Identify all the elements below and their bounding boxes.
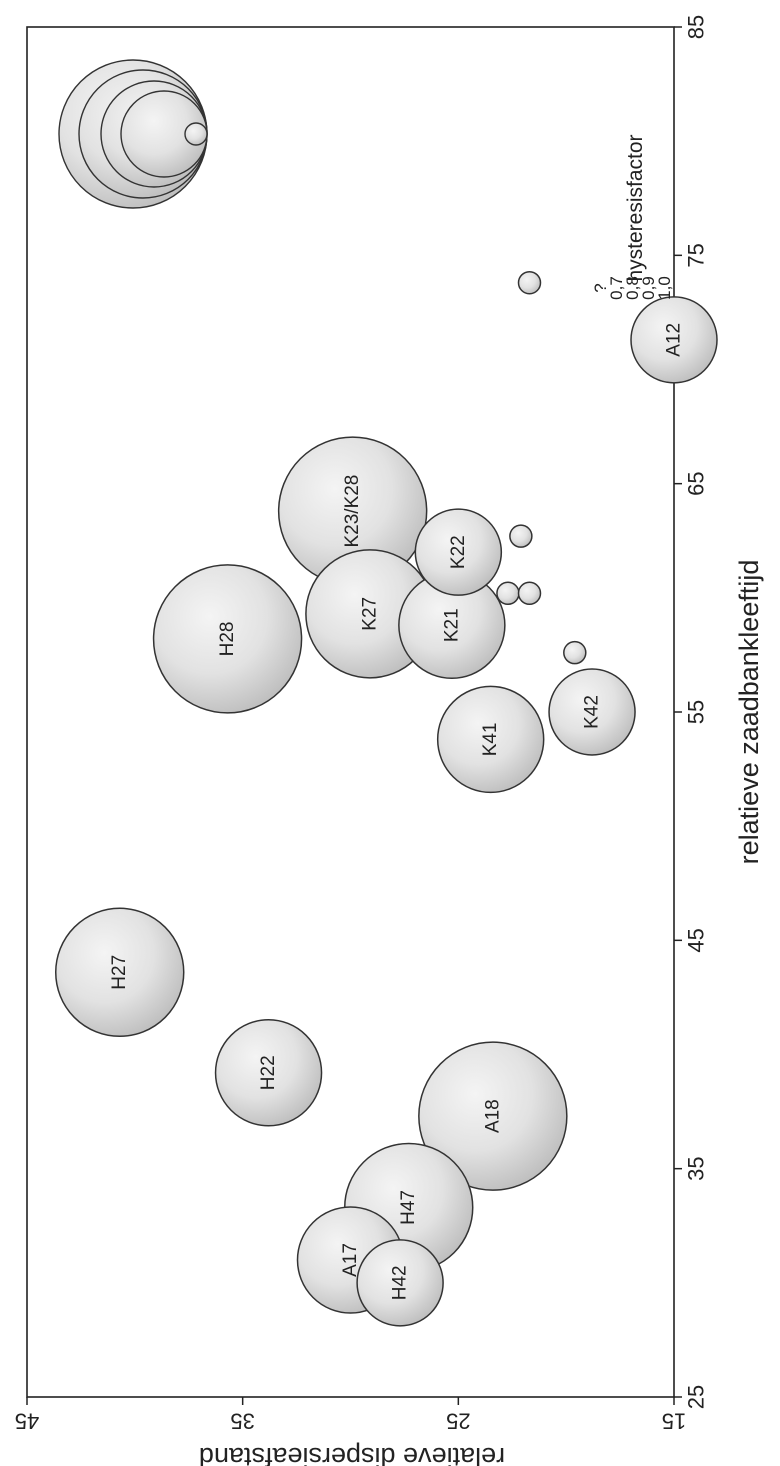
y-tick-label: 25 [446, 1409, 470, 1434]
bubble-label-h28: H28 [217, 622, 238, 657]
bubble-unlabeled-14 [563, 640, 587, 665]
y-axis-ticks: 15 25 35 45 [15, 1397, 686, 1434]
legend-entry-3: 0,7 [607, 276, 626, 300]
bubble-k42 [548, 668, 636, 756]
x-axis-label: relatieve zaadbankleeftijd [734, 560, 764, 865]
x-tick-label: 65 [684, 471, 709, 495]
x-axis-ticks: 25 35 45 55 65 75 85 [674, 15, 709, 1409]
legend: hysteresisfactor 1,00,90,80,7? [58, 59, 674, 300]
bubble-label-h22: H22 [258, 1055, 279, 1090]
y-tick-label: 15 [662, 1409, 686, 1434]
bubble-label-k41: K41 [480, 722, 501, 756]
legend-entry-0: 1,0 [655, 276, 674, 300]
bubble-unlabeled-15 [496, 581, 520, 606]
x-tick-label: 45 [684, 928, 709, 952]
bubble-unlabeled-17 [509, 524, 533, 548]
bubble-h22 [214, 1019, 323, 1127]
bubble-a18 [418, 1041, 568, 1191]
x-tick-label: 85 [684, 15, 709, 39]
bubbles-layer: A18 H28 K23/K28 H47 H27 K27 A17 H22 K41 K21 H42 K42… [54, 270, 718, 1327]
bubble-k41 [436, 685, 545, 794]
bubble-unlabeled-18 [517, 270, 542, 295]
bubble-h42 [356, 1239, 444, 1327]
bubble-label-h27: H27 [109, 955, 130, 990]
bubble-label-a18: A18 [482, 1099, 503, 1133]
x-tick-label: 55 [684, 700, 709, 724]
bubble-label-h47: H47 [398, 1190, 419, 1225]
bubble-label-k42: K42 [582, 695, 603, 729]
legend-entry-1: 0,9 [639, 276, 658, 300]
x-tick-label: 35 [684, 1156, 709, 1180]
bubble-label-k23-k28: K23/K28 [342, 475, 363, 548]
bubble-h28 [152, 564, 303, 714]
x-tick-label: 75 [684, 243, 709, 267]
x-tick-label: 25 [684, 1385, 709, 1409]
legend-title: hysteresisfactor [624, 134, 647, 281]
legend-bubble-4 [184, 122, 208, 146]
bubble-label-h42: H42 [390, 1265, 411, 1300]
bubble-label-k27: K27 [359, 597, 380, 631]
bubble-label-a17: A17 [340, 1243, 361, 1277]
y-tick-label: 45 [15, 1409, 39, 1434]
bubble-unlabeled-16 [517, 581, 542, 606]
y-axis-label: relatieve dispersieafstand [199, 1442, 505, 1466]
legend-entry-4: ? [591, 283, 610, 292]
bubble-h27 [54, 907, 185, 1038]
bubble-a12 [630, 296, 718, 384]
bubble-label-k21: K21 [441, 608, 462, 642]
bubble-label-a12: A12 [664, 323, 685, 357]
legend-entry-2: 0,8 [623, 276, 642, 300]
bubble-label-k22: K22 [448, 535, 469, 569]
y-tick-label: 35 [230, 1409, 254, 1434]
bubble-k22 [414, 508, 503, 596]
